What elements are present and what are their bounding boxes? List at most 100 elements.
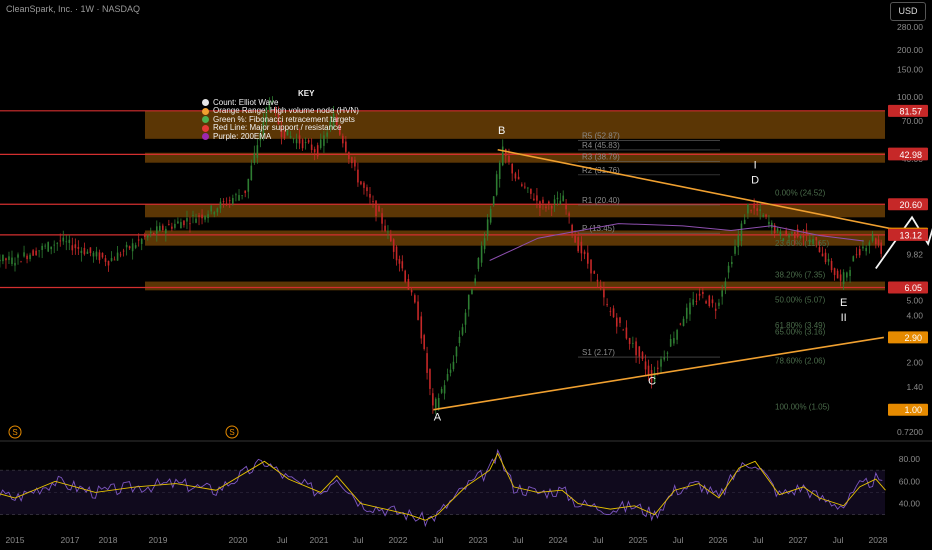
y-tick-label: 5.00 (906, 295, 923, 305)
candle-body (44, 245, 46, 247)
candle-body (360, 181, 362, 185)
candle-body (553, 199, 556, 204)
candle-body (679, 323, 682, 325)
x-tick-label: Jul (833, 535, 844, 545)
candle-body (471, 289, 473, 295)
price-label-box (888, 228, 928, 241)
candle-body (354, 159, 356, 167)
candle-body (98, 252, 101, 261)
candle-body (685, 307, 688, 319)
candle-body (253, 152, 256, 164)
hvn-zone (145, 204, 885, 218)
candle-body (609, 311, 612, 313)
y-tick-label: 1.40 (906, 382, 923, 392)
candle-body (219, 201, 222, 209)
candle-body (788, 235, 790, 238)
candle-body (177, 221, 179, 224)
candle-body (559, 200, 562, 205)
candle-body (824, 252, 827, 263)
candle-body (768, 221, 770, 225)
candle-body (213, 212, 216, 215)
x-tick-label: Jul (673, 535, 684, 545)
fib-label: 23.60% (11.65) (775, 239, 829, 248)
candle-body (750, 210, 752, 212)
candle-body (268, 101, 271, 110)
y-tick-label: 9.82 (906, 250, 923, 260)
candle-body (110, 258, 113, 261)
candle-body (280, 126, 283, 137)
candle-body (615, 317, 618, 327)
candle-body (492, 196, 495, 206)
y-tick-label: 150.00 (897, 64, 923, 74)
candle-body (357, 169, 359, 183)
candle-body (2, 254, 4, 262)
candle-body (68, 239, 71, 243)
x-tick-label: 2021 (310, 535, 329, 545)
candle-body (5, 258, 7, 261)
hvn-zone (145, 281, 885, 291)
candle-body (689, 302, 691, 315)
rsi-tick-label: 80.00 (899, 454, 921, 464)
fib-label: 100.00% (1.05) (775, 402, 830, 411)
candle-body (762, 215, 764, 217)
candle-body (734, 246, 736, 254)
wave-label: C (648, 375, 656, 387)
x-tick-label: Jul (353, 535, 364, 545)
candle-body (622, 329, 625, 331)
candle-body (92, 252, 95, 257)
wave-label: E (840, 297, 847, 309)
candle-body (426, 353, 428, 373)
x-tick-label: Jul (513, 535, 524, 545)
candle-body (727, 265, 730, 273)
hvn-zone (145, 152, 885, 163)
candle-body (702, 291, 704, 295)
pivot-label: R1 (20.40) (582, 196, 620, 205)
candle-body (568, 213, 570, 216)
price-label: 6.05 (904, 283, 922, 293)
candle-body (369, 193, 371, 198)
candle-body (517, 176, 520, 180)
legend-label: Count: Elliot Wave (213, 97, 279, 107)
candle-body (711, 299, 714, 304)
candle-body (599, 285, 602, 289)
candle-body (420, 316, 423, 339)
y-tick-label: 0.7200 (897, 427, 923, 437)
candle-body (682, 318, 685, 326)
candle-body (858, 249, 861, 256)
candle-body (596, 279, 599, 282)
candle-body (83, 247, 86, 255)
candle-body (56, 242, 59, 244)
price-label-box (888, 281, 928, 294)
price-label-box (888, 198, 928, 211)
candle-body (724, 281, 727, 288)
candle-body (323, 135, 325, 146)
x-tick-label: 2018 (99, 535, 118, 545)
currency-button[interactable]: USD (890, 2, 926, 21)
candle-body (304, 142, 307, 144)
candle-body (265, 107, 268, 123)
candle-body (480, 245, 483, 263)
candle-body (550, 205, 553, 209)
candle-body (653, 372, 656, 382)
candle-body (342, 135, 344, 144)
candle-body (14, 262, 16, 266)
candle-body (539, 201, 541, 208)
candle-body (740, 223, 743, 241)
candle-body (514, 173, 517, 179)
candle-body (125, 244, 128, 248)
candle-body (871, 234, 874, 241)
candle-body (583, 251, 586, 255)
candle-body (698, 293, 701, 296)
candle-body (395, 246, 398, 261)
candle-body (238, 195, 240, 201)
candle-body (821, 253, 824, 257)
candle-body (644, 361, 647, 370)
candle-body (107, 261, 110, 266)
candle-body (423, 335, 425, 350)
candle-body (868, 242, 871, 246)
candle-body (313, 149, 316, 153)
fib-label: 38.20% (7.35) (775, 270, 826, 279)
candle-body (765, 214, 767, 217)
